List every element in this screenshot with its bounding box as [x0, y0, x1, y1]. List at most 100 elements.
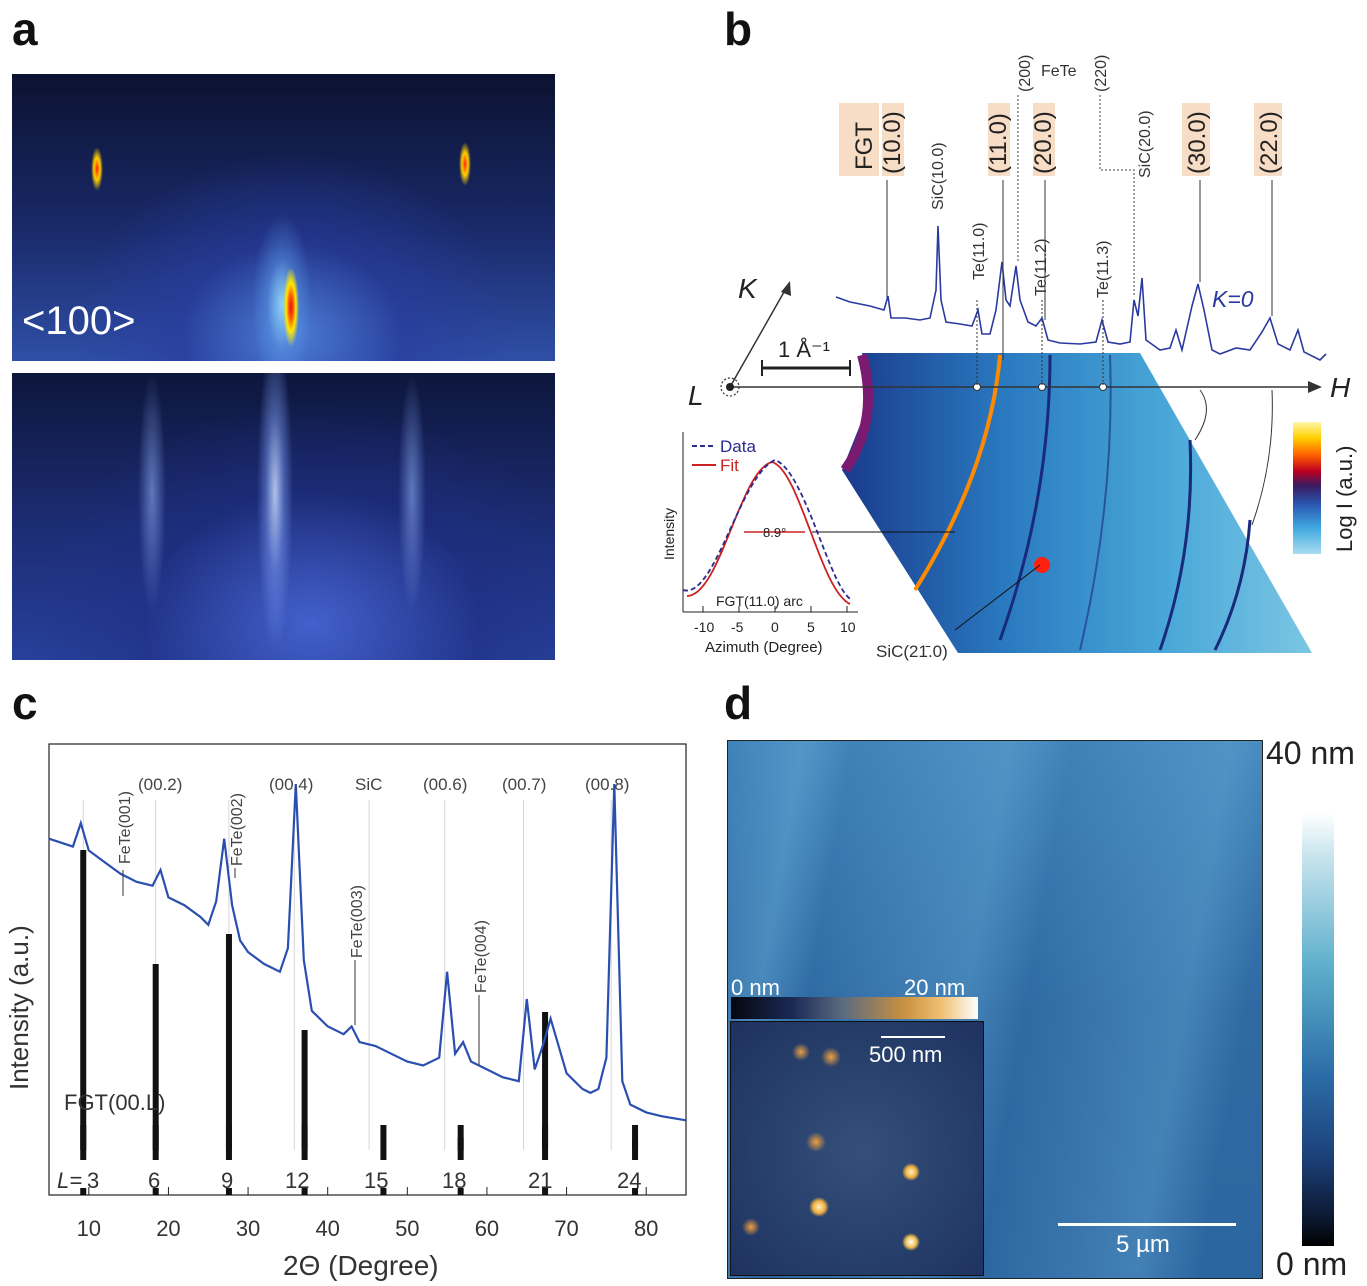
fgt-series-label: FGT(00.L) [64, 1090, 165, 1115]
afm-inset-image: 500 nm [730, 1021, 984, 1276]
colorbar-min-label: 0 nm [1276, 1246, 1348, 1282]
fgt-reference-bar [80, 850, 87, 1150]
inset-colorbar-max: 20 nm [904, 975, 966, 1000]
sic-spot [1034, 557, 1050, 573]
colorbar-max-label: 40 nm [1266, 735, 1355, 771]
panel-label-b: b [724, 3, 753, 55]
k0-label: K=0 [1212, 286, 1254, 312]
peak-sic: SiC [355, 775, 382, 794]
peak-label-te-11-3: Te(11.3) [1095, 240, 1112, 298]
legend-data: Data [720, 437, 756, 456]
scale-label-500nm: 500 nm [869, 1042, 943, 1067]
fgt-reference-bar [301, 1188, 308, 1195]
x-tick-label: 30 [236, 1216, 260, 1241]
fgt-reference-bar [380, 1125, 387, 1160]
peak-label-fete: FeTe [1041, 63, 1077, 80]
l-value: 15 [364, 1168, 388, 1193]
rheed-pattern-top: <100> [12, 74, 555, 361]
l-value: 6 [148, 1168, 160, 1193]
peak-label-20-0: (20.0) [1030, 111, 1057, 174]
peak-fete-001: FeTe(001) [117, 791, 134, 864]
fgt-reference-bar [152, 1188, 159, 1195]
peak-label-te-11-2: Te(11.2) [1033, 238, 1050, 296]
inset-width-label: 8.9° [763, 525, 786, 540]
fgt-reference-bar [457, 1188, 464, 1195]
peak-label-fgt: FGT [851, 122, 878, 170]
l-value: 21 [528, 1168, 552, 1193]
l-value: 3 [87, 1168, 99, 1193]
azimuth-inset: Data Fit 8.9° FGT(11.0) arc Intensity Az… [661, 432, 858, 656]
log-intensity-colorbar [1293, 422, 1321, 554]
inset-ylabel: Intensity [661, 508, 677, 560]
scale-label-5um: 5 µm [1116, 1231, 1170, 1258]
peak-label-sic-20-0: SiC(20.0) [1137, 110, 1154, 178]
inset-xtick: -10 [694, 619, 714, 635]
reciprocal-space-map [842, 353, 1312, 653]
sic-21-0-label: SiC(21̄.0) [876, 642, 948, 661]
peak-label-10-0: (10.0) [879, 111, 906, 174]
peak-label-22-0: (22.0) [1256, 111, 1283, 174]
x-tick-label: 20 [156, 1216, 180, 1241]
inset-xlabel: Azimuth (Degree) [705, 639, 823, 656]
inset-xtick: 0 [771, 619, 779, 635]
fgt-reference-bar [152, 964, 159, 1150]
legend-fit: Fit [720, 456, 739, 475]
xrd-ylabel: Intensity (a.u.) [4, 925, 34, 1090]
k0-line-profile [835, 225, 1327, 361]
fgt-reference-bar [632, 1141, 639, 1150]
inset-xtick: 5 [807, 619, 815, 635]
x-tick-label: 10 [77, 1216, 101, 1241]
l-value: 24 [617, 1168, 641, 1193]
fgt-reference-bar [542, 1012, 549, 1150]
panel-label-c: c [12, 677, 38, 729]
colorbar-label: Log I (a.u.) [1332, 446, 1357, 552]
inset-xtick: 10 [840, 619, 856, 635]
peak-label-te-11-0: Te(11.0) [971, 222, 988, 280]
fgt-reference-bar [80, 1188, 87, 1195]
peak-00-8: (00.8) [585, 775, 629, 794]
panel-b-figure: FGT (10.0) (11.0) (20.0) (30.0) (22.0) S… [661, 55, 1357, 661]
rheed-pattern-bottom [12, 373, 555, 660]
fgt-reference-bar [225, 1188, 232, 1195]
inset-colorbar [731, 997, 978, 1019]
l-value: 18 [442, 1168, 466, 1193]
peak-label-fete-220: (220) [1093, 55, 1110, 92]
fgt-reference-bar [225, 934, 232, 1150]
xrd-xlabel: 2Θ (Degree) [283, 1250, 439, 1281]
peak-fete-002: FeTe(002) [229, 793, 246, 866]
direction-label: <100> [22, 299, 136, 343]
scale-bar-500nm [881, 1036, 945, 1038]
axis-label-l: L [688, 380, 704, 411]
panel-label-d: d [724, 677, 753, 729]
peak-00-7: (00.7) [502, 775, 546, 794]
peak-label-fete-200: (200) [1017, 55, 1034, 92]
axis-label-h: H [1330, 372, 1351, 403]
l-value: 9 [221, 1168, 233, 1193]
x-tick-label: 60 [475, 1216, 499, 1241]
peak-00-2: (00.2) [138, 775, 182, 794]
peak-label-30-0: (30.0) [1184, 111, 1211, 174]
peak-00-4: (00.4) [269, 775, 313, 794]
fgt-reference-bar [301, 1030, 308, 1150]
axis-label-k: K [738, 273, 758, 304]
inset-colorbar-min: 0 nm [731, 975, 780, 1000]
l-prefix: L= [57, 1168, 82, 1193]
scale-label: 1 Å⁻¹ [778, 337, 830, 362]
peak-00-6: (00.6) [423, 775, 467, 794]
x-tick-label: 80 [634, 1216, 658, 1241]
xrd-chart: 10 20 30 40 50 60 70 80 Intensity (a.u.) 2Θ (De… [4, 743, 687, 1281]
afm-colorbar [1302, 813, 1334, 1246]
x-tick-label: 70 [554, 1216, 578, 1241]
inset-xtick: -5 [731, 619, 744, 635]
peak-label-11-0: (11.0) [985, 113, 1012, 174]
scale-bar-5um [1058, 1223, 1236, 1226]
xrd-series-line [48, 783, 687, 1122]
x-tick-label: 50 [395, 1216, 419, 1241]
inset-annotation: FGT(11.0) arc [716, 593, 803, 609]
l-value: 12 [285, 1168, 309, 1193]
fgt-reference-bar [380, 1188, 387, 1195]
fgt-reference-bar [542, 1188, 549, 1195]
peak-fete-003: FeTe(003) [349, 885, 366, 958]
fgt-reference-bar [457, 1138, 464, 1150]
x-tick-label: 40 [315, 1216, 339, 1241]
